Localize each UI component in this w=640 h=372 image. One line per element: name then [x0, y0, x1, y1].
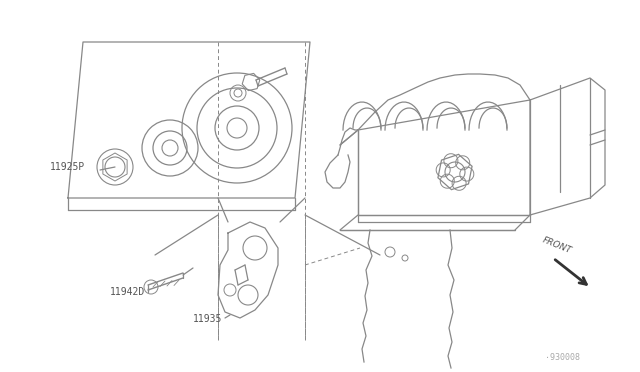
- Text: ⋅930008: ⋅930008: [545, 353, 580, 362]
- Text: 11942D: 11942D: [110, 287, 145, 297]
- Text: 11925P: 11925P: [50, 162, 85, 172]
- Text: 11935: 11935: [193, 314, 222, 324]
- Text: FRONT: FRONT: [541, 235, 573, 255]
